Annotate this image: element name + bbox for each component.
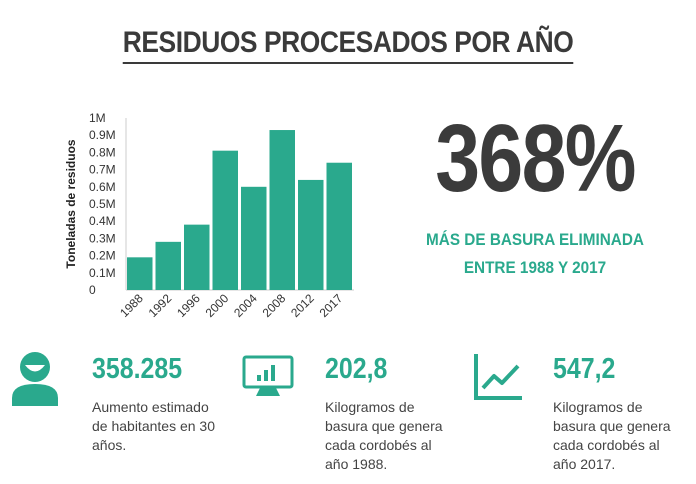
bar-2017	[326, 162, 352, 290]
chart-title-wrap: RESIDUOS PROCESADOS POR AÑO	[0, 26, 696, 64]
stat-2017-desc-line: cada cordobés al	[553, 437, 660, 453]
y-tick-label: 0.1M	[89, 266, 116, 280]
stat-1988-desc-line: Kilogramos de	[325, 399, 415, 415]
x-tick-label: 1988	[117, 291, 146, 320]
highlight-caption: MÁS DE BASURA ELIMINADA ENTRE 1988 Y 201…	[414, 226, 657, 282]
x-tick-label: 1996	[174, 291, 203, 320]
x-tick-label: 2008	[260, 291, 289, 320]
stat-1988-desc-line: basura que genera	[325, 418, 443, 434]
highlight-line-1: MÁS DE BASURA ELIMINADA	[426, 230, 644, 249]
bar-1996	[184, 224, 210, 290]
y-tick-label: 0.9M	[89, 128, 116, 142]
y-tick-label: 0.3M	[89, 231, 116, 245]
person-icon	[12, 352, 58, 406]
y-tick-label: 1M	[89, 111, 106, 125]
y-tick-label: 0	[89, 283, 96, 297]
y-axis-label: Toneladas de residuos	[64, 139, 78, 268]
x-tick-label: 2004	[231, 291, 260, 320]
stat-1988-desc: Kilogramos de basura que genera cada cor…	[325, 398, 443, 474]
y-tick-label: 0.8M	[89, 145, 116, 159]
stat-population-desc: Aumento estimado de habitantes en 30 año…	[92, 398, 215, 455]
stat-2017-desc: Kilogramos de basura que genera cada cor…	[553, 398, 671, 474]
y-tick-label: 0.6M	[89, 180, 116, 194]
x-tick-label: 2000	[203, 291, 232, 320]
bar-chart: Toneladas de residuos 0 0.1M 0.2M 0.3M 0.4M 0.…	[64, 111, 354, 320]
x-tick-label: 2012	[288, 291, 317, 320]
stat-population-desc-line: años.	[92, 437, 127, 453]
stat-1988-desc-line: cada cordobés al	[325, 437, 432, 453]
bar-2008	[269, 130, 295, 290]
highlight-value: 368%	[435, 105, 636, 212]
stat-population-value: 358.285	[92, 353, 183, 385]
y-tick-label: 0.5M	[89, 197, 116, 211]
stat-population: 358.285 Aumento estimado de habitantes e…	[92, 353, 215, 455]
chart-title: RESIDUOS PROCESADOS POR AÑO	[122, 26, 574, 64]
stat-1988-desc-line: año 1988.	[325, 456, 388, 472]
bar-1988	[127, 257, 153, 290]
stat-1988-value: 202,8	[325, 353, 388, 385]
stat-2017: 547,2 Kilogramos de basura que genera ca…	[553, 353, 671, 474]
x-tick-label: 1992	[146, 291, 175, 320]
stat-1988: 202,8 Kilogramos de basura que genera ca…	[325, 353, 443, 474]
bar-2012	[298, 179, 324, 290]
x-tick-label: 2017	[317, 291, 346, 320]
stat-2017-desc-line: basura que genera	[553, 418, 671, 434]
stat-population-desc-line: de habitantes en 30	[92, 418, 215, 434]
y-tick-label: 0.2M	[89, 249, 116, 263]
stat-2017-value: 547,2	[553, 353, 616, 385]
monitor-chart-icon	[242, 355, 294, 396]
bar-2000	[212, 150, 238, 290]
bar-1992	[155, 241, 181, 290]
stat-2017-desc-line: Kilogramos de	[553, 399, 643, 415]
highlight-line-2: ENTRE 1988 Y 2017	[463, 258, 607, 277]
trend-line-icon	[474, 354, 522, 400]
stat-2017-desc-line: año 2017.	[553, 456, 616, 472]
stat-population-desc-line: Aumento estimado	[92, 399, 209, 415]
bar-2004	[241, 186, 267, 290]
y-tick-label: 0.4M	[89, 214, 116, 228]
y-tick-label: 0.7M	[89, 163, 116, 177]
